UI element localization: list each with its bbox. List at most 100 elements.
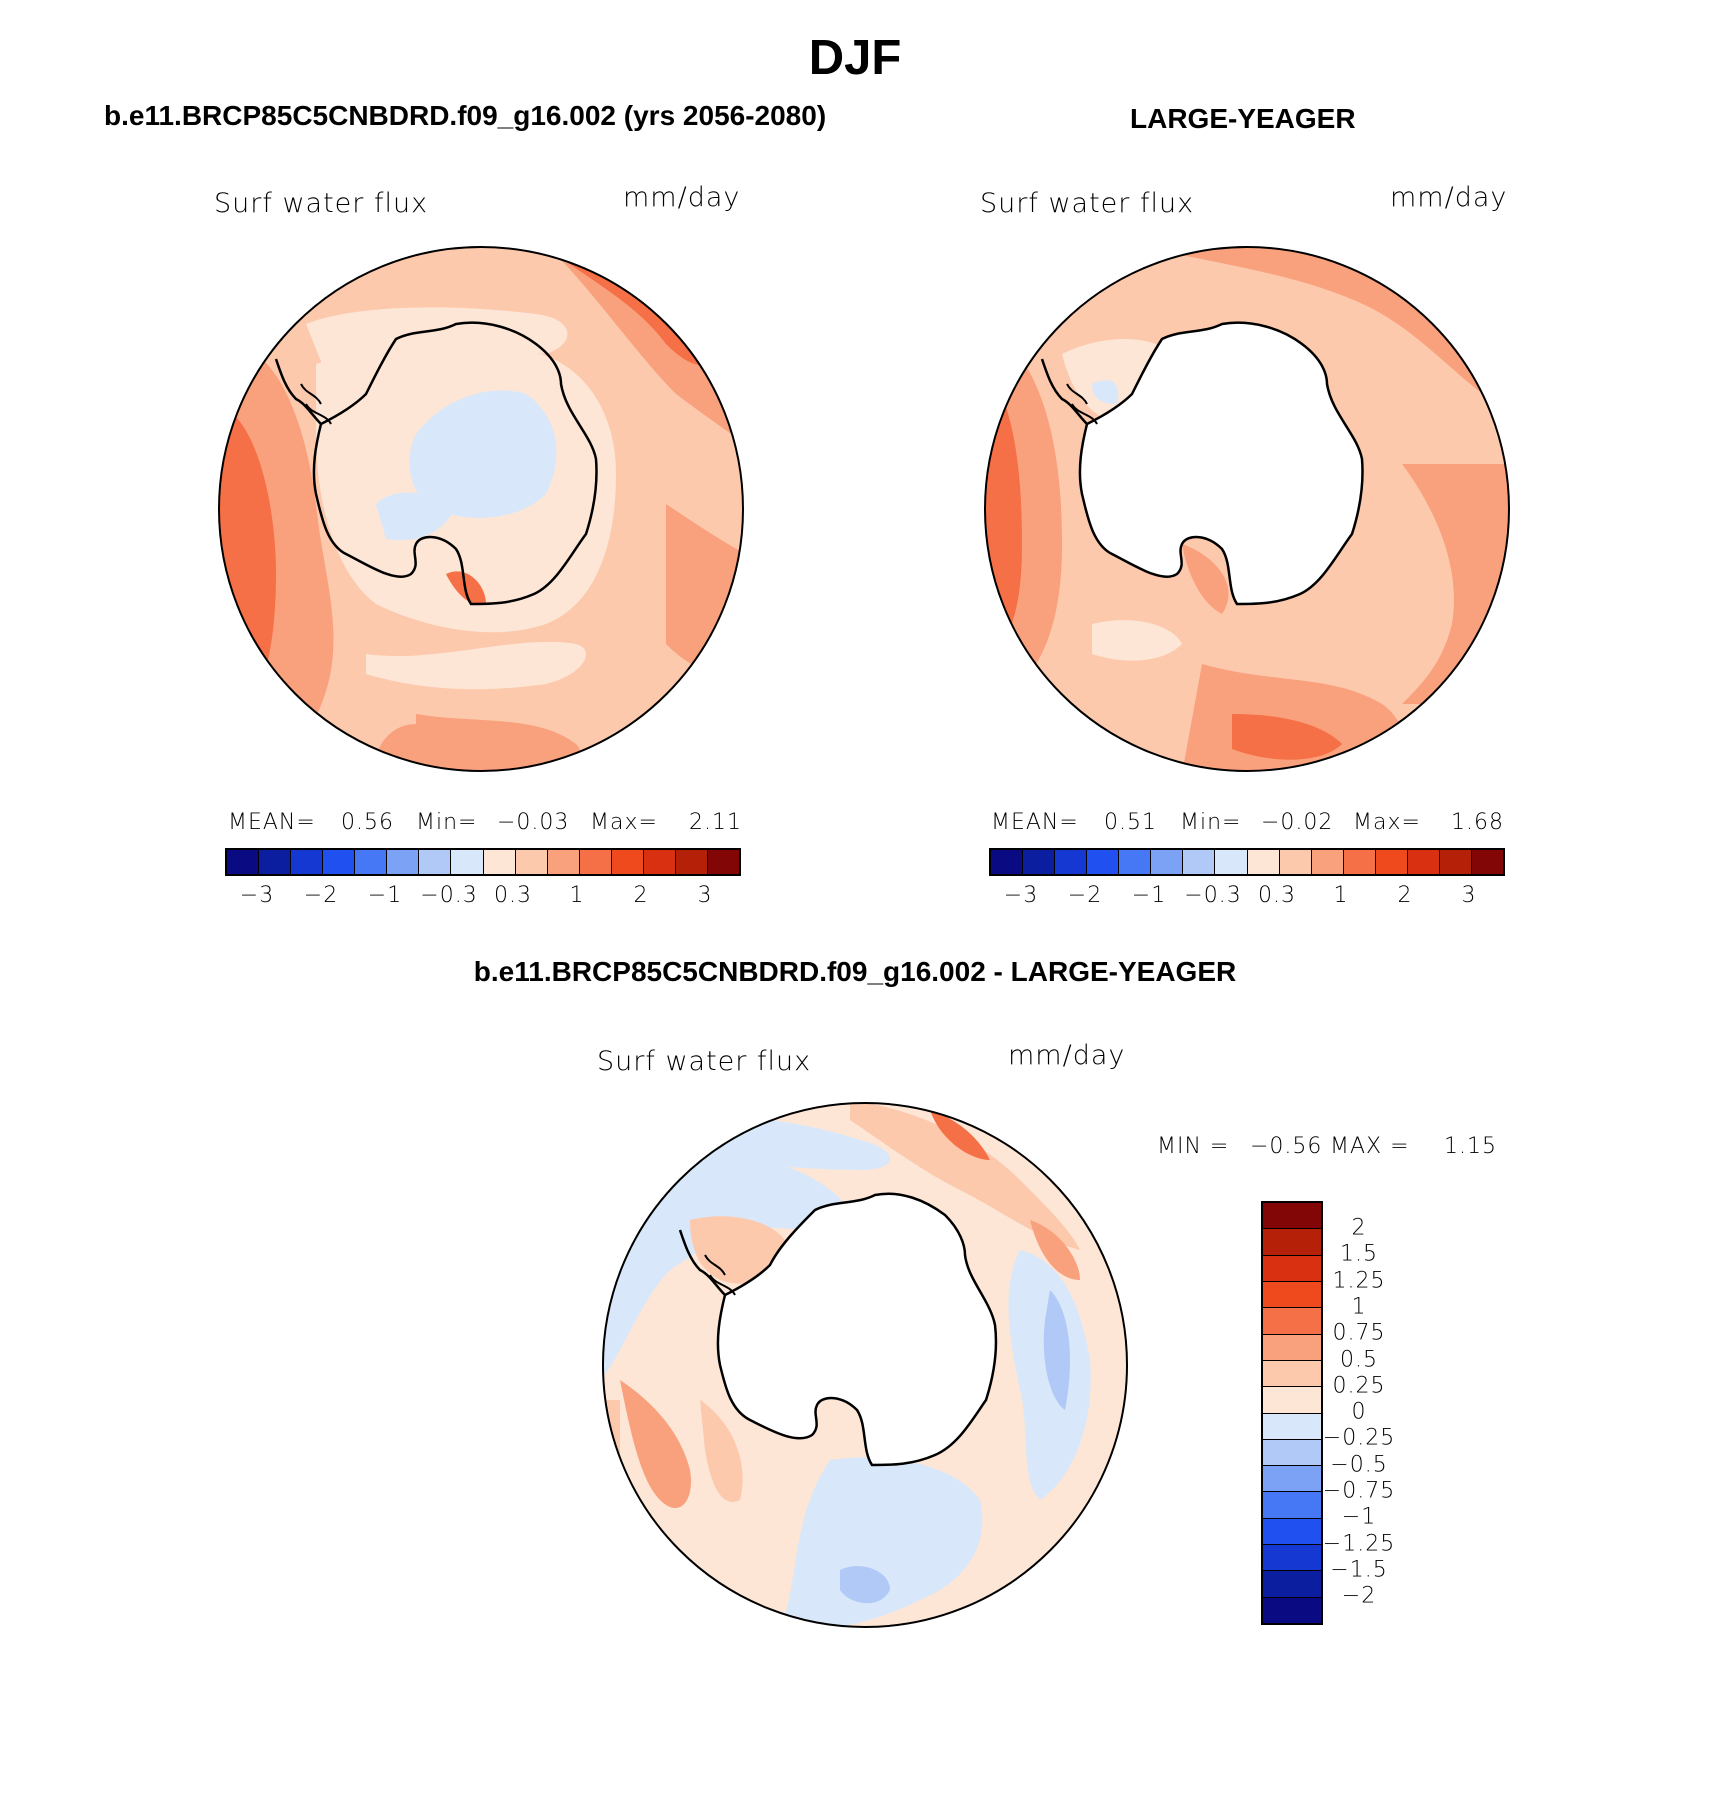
panel-1-min-value: −0.03 (497, 810, 570, 835)
colorbar-swatch (1263, 1308, 1321, 1335)
colorbar-tick-label: −1 (367, 883, 403, 908)
colorbar-tick-label: 0.5 (1340, 1347, 1378, 1372)
colorbar-swatch (1263, 1492, 1321, 1519)
diff-max-label: MAX = (1330, 1134, 1410, 1159)
colorbar-swatch (1407, 850, 1440, 874)
panel-2-title: LARGE-YEAGER (1130, 103, 1356, 134)
colorbar-swatch (1263, 1334, 1321, 1361)
colorbar-tick-label: 1.25 (1332, 1268, 1386, 1294)
panel-1-max-label: Max= (590, 810, 658, 835)
colorbar-swatch (1263, 1203, 1321, 1230)
colorbar-swatch (1263, 1466, 1321, 1493)
colorbar-swatch (579, 850, 612, 874)
colorbar-swatch (1215, 850, 1248, 874)
colorbar-swatch (1087, 850, 1120, 874)
colorbar-swatch (1279, 850, 1312, 874)
colorbar-swatch (1263, 1518, 1321, 1546)
panel-1-title: b.e11.BRCP85C5CNBDRD.f09_g16.002 (yrs 20… (104, 100, 827, 131)
colorbar-swatch (1263, 1545, 1321, 1572)
colorbar-tick-label: −1.5 (1330, 1557, 1388, 1583)
panel-2-max-label: Max= (1353, 810, 1421, 835)
panel-2-max-value: 1.68 (1451, 810, 1504, 835)
colorbar-swatch (1263, 1413, 1321, 1440)
colorbar-tick-label: 2 (1397, 883, 1413, 908)
panel-1-units: mm/day (623, 182, 741, 213)
panel-1-mean-value: 0.56 (341, 810, 394, 835)
colorbar-tick-label: 0.25 (1332, 1373, 1386, 1399)
colorbar-swatch (259, 850, 292, 874)
panel-2-variable: Surf water flux (980, 188, 1195, 219)
colorbar-tick-label: 2 (1351, 1215, 1367, 1241)
colorbar-swatch (1151, 850, 1184, 874)
colorbar-swatch (387, 850, 420, 874)
colorbar-swatch (675, 850, 708, 874)
panel-1-colorbar (225, 848, 741, 876)
panel-1-min-label: Min= (416, 810, 478, 835)
diff-map (602, 1102, 1128, 1628)
colorbar-tick-label: −0.25 (1322, 1425, 1396, 1451)
colorbar-tick-label: −0.75 (1322, 1478, 1396, 1504)
diff-min-value: −0.56 (1250, 1134, 1323, 1159)
colorbar-swatch (1263, 1255, 1321, 1282)
colorbar-tick-label: −2 (303, 883, 339, 908)
colorbar-tick-label: 0 (1351, 1399, 1367, 1425)
colorbar-swatch (227, 850, 260, 874)
colorbar-swatch (419, 850, 452, 874)
colorbar-swatch (611, 850, 644, 874)
colorbar-tick-label: 3 (697, 883, 713, 908)
colorbar-tick-label: 1.5 (1340, 1241, 1378, 1267)
colorbar-tick-label: 0.3 (1258, 883, 1296, 908)
colorbar-swatch (1375, 850, 1408, 874)
colorbar-tick-label: −1 (1341, 1504, 1377, 1530)
panel-2-units: mm/day (1390, 182, 1508, 213)
colorbar-swatch (483, 850, 516, 874)
diff-units: mm/day (1008, 1040, 1126, 1071)
colorbar-swatch (707, 850, 739, 874)
panel-2-min-label: Min= (1180, 810, 1242, 835)
diff-colorbar (1261, 1201, 1323, 1625)
colorbar-swatch (1247, 850, 1280, 874)
figure-title: DJF (808, 31, 902, 85)
colorbar-swatch (1263, 1571, 1321, 1598)
colorbar-tick-label: 0.3 (494, 883, 532, 908)
colorbar-swatch (1119, 850, 1152, 874)
colorbar-tick-label: 1 (1333, 883, 1349, 908)
panel-2-colorbar (989, 848, 1505, 876)
panel-1-mean-label: MEAN= (228, 810, 316, 835)
panel-2-mean-value: 0.51 (1104, 810, 1157, 835)
colorbar-swatch (991, 850, 1024, 874)
colorbar-swatch (1439, 850, 1472, 874)
colorbar-tick-label: −3 (239, 883, 275, 908)
colorbar-swatch (547, 850, 580, 874)
colorbar-tick-label: −1 (1131, 883, 1167, 908)
colorbar-swatch (515, 850, 548, 874)
colorbar-tick-label: −3 (1003, 883, 1039, 908)
colorbar-tick-label: 1 (1351, 1294, 1367, 1320)
panel-1-map (218, 246, 744, 772)
colorbar-tick-label: −1.25 (1322, 1531, 1396, 1557)
colorbar-tick-label: −0.3 (1184, 883, 1242, 908)
colorbar-swatch (451, 850, 484, 874)
panel-1-variable: Surf water flux (214, 188, 429, 219)
colorbar-tick-label: 0.75 (1332, 1320, 1386, 1346)
colorbar-tick-label: 3 (1461, 883, 1477, 908)
colorbar-swatch (1311, 850, 1344, 874)
colorbar-swatch (643, 850, 676, 874)
colorbar-tick-label: 2 (633, 883, 649, 908)
diff-variable: Surf water flux (597, 1046, 812, 1077)
colorbar-tick-label: −0.3 (420, 883, 478, 908)
panel-1-max-value: 2.11 (689, 810, 742, 835)
colorbar-tick-label: −2 (1067, 883, 1103, 908)
panel-2-map (984, 246, 1510, 772)
colorbar-tick-label: −2 (1341, 1583, 1377, 1609)
colorbar-tick-label: −0.5 (1330, 1452, 1388, 1478)
colorbar-swatch (1055, 850, 1088, 874)
colorbar-swatch (1263, 1387, 1321, 1414)
colorbar-tick-label: 1 (569, 883, 585, 908)
colorbar-swatch (1263, 1281, 1321, 1309)
diff-max-value: 1.15 (1444, 1134, 1497, 1159)
colorbar-swatch (291, 850, 324, 874)
colorbar-swatch (1183, 850, 1216, 874)
colorbar-swatch (1263, 1360, 1321, 1388)
diff-min-label: MIN = (1157, 1134, 1230, 1159)
